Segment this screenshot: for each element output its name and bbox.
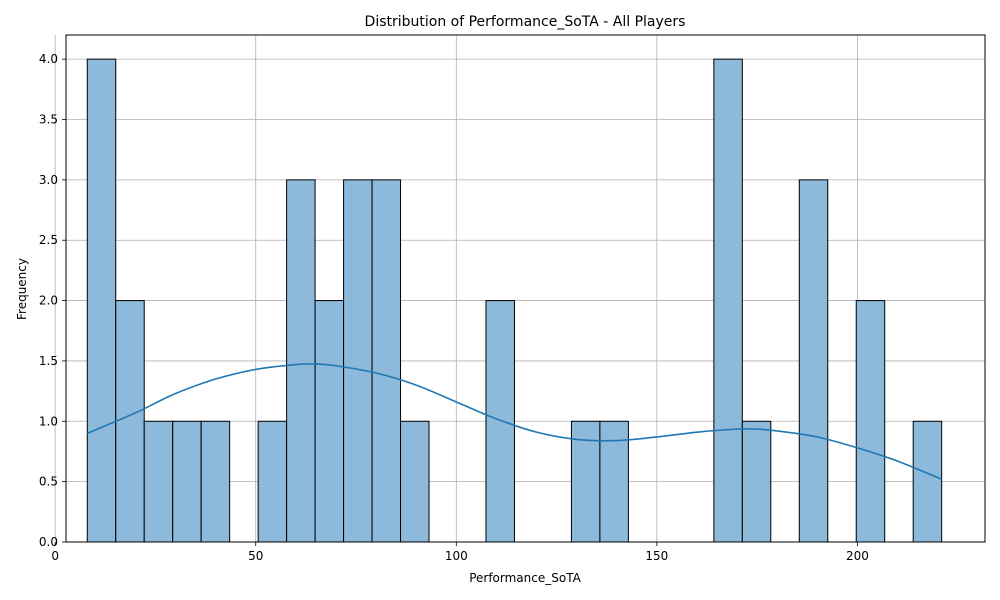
histogram-bar-0 (86, 58, 117, 543)
y-tick-label-4: 2.0 (39, 294, 58, 308)
y-tick-label-8: 4.0 (39, 52, 58, 66)
histogram-bar-18 (599, 420, 629, 543)
histogram-bar-10 (371, 179, 402, 543)
histogram-bar-29 (912, 420, 943, 543)
histogram-bar-22 (713, 58, 743, 543)
x-axis-title: Performance_SoTA (469, 571, 581, 585)
y-axis-ticks: 0.0 0.5 1.0 1.5 2.0 2.5 3.0 3.5 4.0 (39, 52, 66, 549)
histogram-bar-1 (115, 300, 145, 543)
histogram-bar-14 (485, 300, 515, 543)
x-tick-label-0: 0 (51, 549, 59, 563)
y-tick-label-3: 1.5 (39, 354, 58, 368)
chart-title: Distribution of Performance_SoTA - All P… (365, 14, 686, 30)
y-tick-label-1: 0.5 (39, 475, 58, 489)
x-tick-label-3: 150 (645, 549, 668, 563)
histogram-bar-27 (855, 300, 886, 543)
histogram-bar-23 (741, 420, 772, 543)
kde-line (86, 363, 942, 480)
y-tick-label-5: 2.5 (39, 233, 58, 247)
y-tick-label-7: 3.5 (39, 113, 58, 127)
histogram-bar-7 (286, 179, 316, 543)
histogram-bar-6 (257, 420, 288, 543)
histogram-bars (86, 58, 943, 543)
histogram-bar-9 (343, 179, 373, 543)
y-tick-label-2: 1.0 (39, 414, 58, 428)
x-tick-label-4: 200 (846, 549, 869, 563)
histogram-bar-3 (172, 420, 202, 543)
y-axis-title: Frequency (15, 258, 29, 320)
y-tick-label-6: 3.0 (39, 173, 58, 187)
x-tick-label-1: 50 (248, 549, 263, 563)
histogram-bar-4 (200, 420, 231, 543)
plot-area-frame (65, 34, 986, 543)
histogram-bar-2 (143, 420, 174, 543)
x-axis-ticks: 0 50 100 150 200 (51, 542, 869, 563)
histogram-bar-11 (400, 420, 430, 543)
histogram-bar-8 (314, 300, 345, 543)
kde-curve (86, 363, 942, 480)
histogram-bar-25 (798, 179, 829, 543)
y-tick-label-0: 0.0 (39, 535, 58, 549)
x-tick-label-2: 100 (445, 549, 468, 563)
